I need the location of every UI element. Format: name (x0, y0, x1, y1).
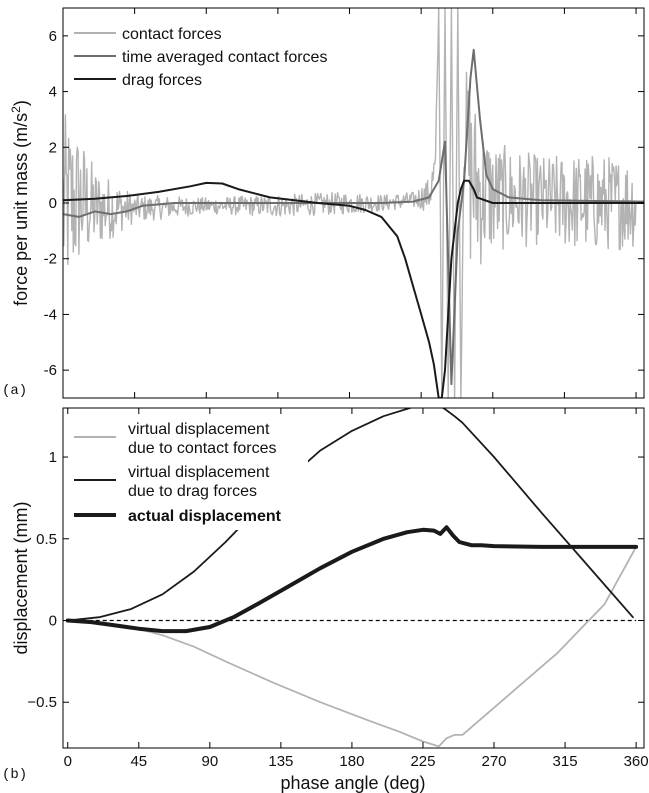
series-drag-forces (63, 179, 644, 398)
panel-b-y-tick-label: 0.5 (36, 531, 57, 548)
panel-a: 6 4 2 0 -2 -4 -6 contact forces time averaged … (2, 7, 645, 399)
panel-b-legend: virtual displacement due to contact forc… (68, 414, 308, 530)
panel-a-y-tick-label: 6 (49, 28, 57, 45)
panel-b-ticks: 0 45 90 135 180 225 270 315 360 1 0.5 0 −0.5 (27, 408, 649, 770)
legend-label-virtual-displacement-drag-line1: virtual displacement (128, 464, 270, 481)
panel-b-x-tick-label: 270 (481, 753, 506, 770)
panel-b-x-tick-label: 135 (268, 753, 293, 770)
panel-b-legend-bg (68, 414, 308, 530)
panel-a-legend: contact forces time averaged contact for… (68, 16, 363, 98)
panel-b-y-tick-label: −0.5 (27, 694, 57, 711)
panel-b-tag: (b) (2, 767, 27, 783)
panel-a-plot-area (63, 8, 644, 398)
legend-label-time-averaged-contact-forces: time averaged contact forces (122, 49, 327, 66)
legend-label-virtual-displacement-contact-line1: virtual displacement (128, 421, 270, 438)
panel-a-frame (62, 7, 645, 399)
panel-b-plot-area (65, 408, 639, 748)
panel-a-y-axis-label-main: force per unit mass (m/s (11, 113, 31, 306)
panel-a-y-tick-label: -4 (44, 306, 57, 323)
panel-b-x-tick-label: 225 (410, 753, 435, 770)
legend-label-virtual-displacement-drag-line2: due to drag forces (128, 483, 257, 500)
legend-label-contact-forces: contact forces (122, 26, 222, 43)
panel-a-y-tick-label: -2 (44, 251, 57, 268)
panel-a-y-axis-label: force per unit mass (m/s2) (9, 100, 31, 306)
panel-b-x-tick-label: 0 (64, 753, 72, 770)
panel-b-x-axis-label: phase angle (deg) (280, 773, 425, 793)
panel-b-y-tick-label: 0 (49, 613, 57, 630)
legend-label-actual-displacement: actual displacement (128, 508, 282, 525)
panel-b-x-tick-label: 180 (339, 753, 364, 770)
panel-b-x-tick-label: 315 (553, 753, 578, 770)
series-actual-displacement (65, 525, 639, 634)
panel-a-y-tick-label: -6 (44, 362, 57, 379)
panel-a-y-tick-label: 0 (49, 195, 57, 212)
panel-b-x-tick-label: 90 (201, 753, 218, 770)
legend-label-virtual-displacement-contact-line2: due to contact forces (128, 440, 277, 457)
legend-label-drag-forces: drag forces (122, 72, 202, 89)
panel-b-frame (62, 407, 645, 749)
series-virtual-displacement-contact (66, 546, 637, 748)
panel-b-x-tick-label: 45 (130, 753, 147, 770)
panel-b-x-tick-label: 360 (624, 753, 649, 770)
series-time-averaged-contact-forces (63, 48, 644, 386)
panel-b-y-axis-label: displacement (mm) (11, 501, 31, 654)
series-virtual-displacement-drag (66, 408, 634, 622)
panel-a-ticks: 6 4 2 0 -2 -4 -6 (44, 8, 644, 398)
panel-a-legend-bg (68, 16, 363, 98)
panel-b: 0 45 90 135 180 225 270 315 360 1 0.5 0 −0.5 virtual… (2, 407, 649, 793)
panel-b-y-tick-label: 1 (49, 449, 57, 466)
panel-a-y-tick-label: 2 (49, 139, 57, 156)
panel-a-tag: (a) (2, 383, 27, 399)
panel-a-y-tick-label: 4 (49, 84, 57, 101)
panel-a-y-axis-label-superscript: 2 (9, 106, 23, 113)
panel-a-y-axis-label-close: ) (11, 100, 31, 106)
